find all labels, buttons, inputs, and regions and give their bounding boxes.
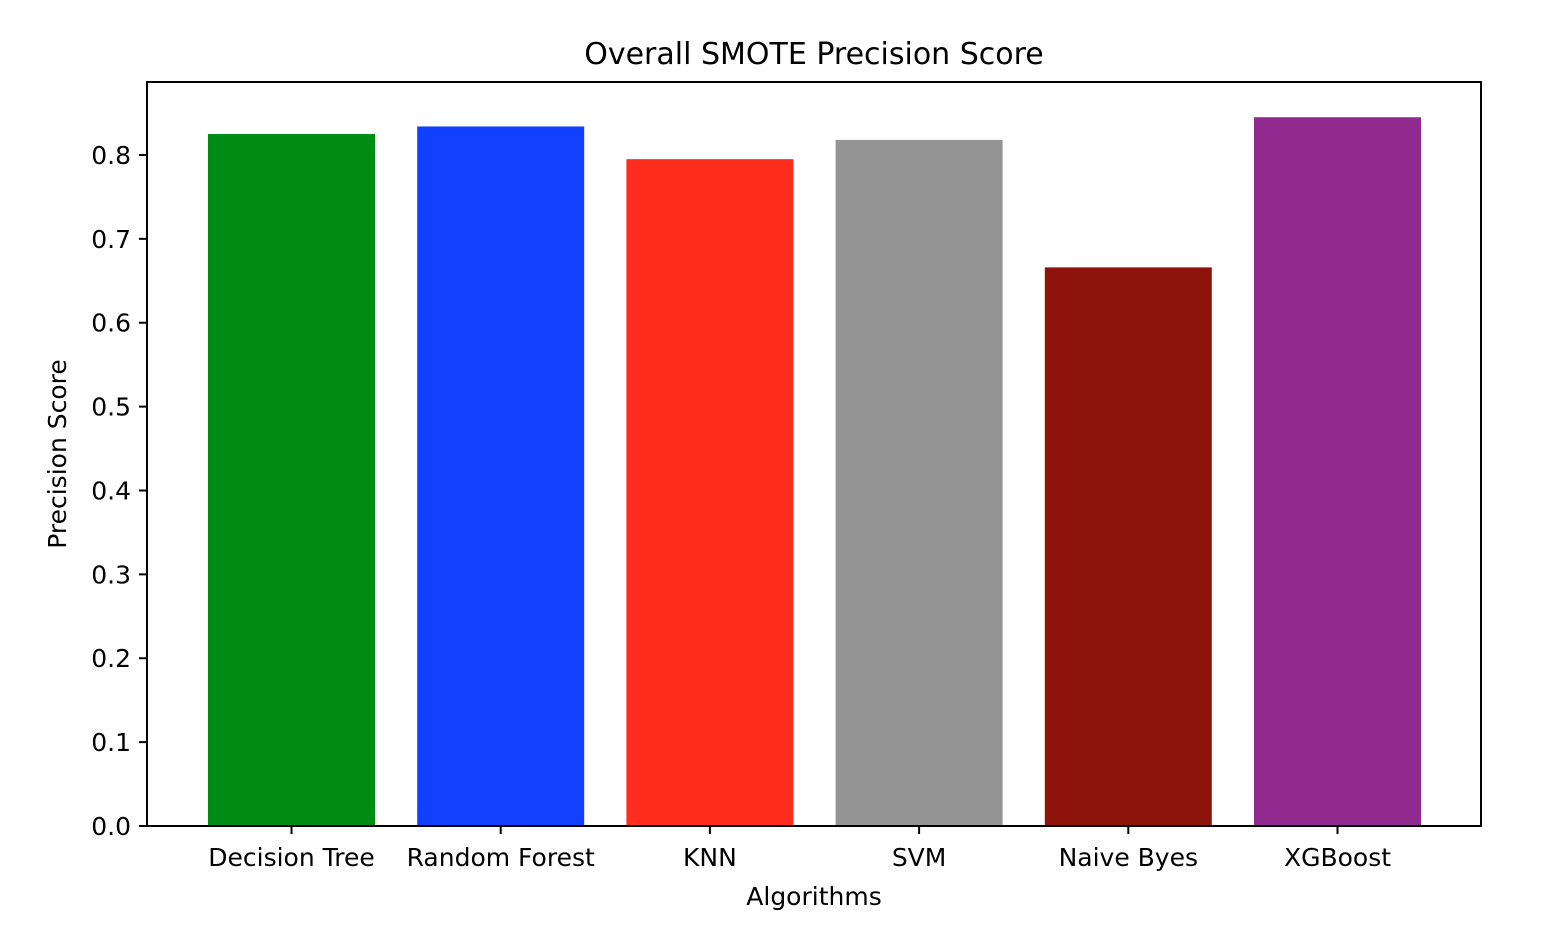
bar-naive-byes: [1044, 267, 1212, 826]
bar-svm: [835, 139, 1003, 826]
bar-decision-tree: [208, 134, 375, 826]
x-tick-label: Decision Tree: [208, 843, 374, 872]
bars-group: [208, 117, 1421, 827]
y-tick-label: 0.3: [91, 560, 131, 589]
chart-title: Overall SMOTE Precision Score: [584, 37, 1044, 72]
bar-xgboost: [1254, 117, 1421, 827]
x-axis-ticks: Decision Tree Random Forest KNN SVM Naive By…: [208, 826, 1391, 872]
y-axis-label: Precision Score: [43, 359, 72, 549]
y-axis-ticks: 0.0 0.1 0.2 0.3 0.4 0.5 0.6 0.7 0.8: [91, 141, 147, 841]
x-tick-label: Random Forest: [407, 843, 595, 872]
bar-knn: [626, 159, 794, 827]
bar-random-forest: [417, 126, 585, 826]
plot-frame: [146, 81, 1482, 827]
x-tick-label: XGBoost: [1284, 843, 1391, 872]
y-tick-label: 0.4: [91, 476, 131, 505]
x-axis-label: Algorithms: [746, 882, 881, 911]
y-tick-label: 0.1: [91, 728, 131, 757]
y-tick-label: 0.6: [91, 309, 131, 338]
y-tick-label: 0.5: [91, 393, 131, 422]
y-tick-label: 0.7: [91, 225, 131, 254]
x-tick-label: KNN: [683, 843, 737, 872]
y-tick-label: 0.0: [91, 812, 131, 841]
y-tick-label: 0.2: [91, 644, 131, 673]
x-tick-label: SVM: [892, 843, 947, 872]
x-tick-label: Naive Byes: [1059, 843, 1198, 872]
y-tick-label: 0.8: [91, 141, 131, 170]
